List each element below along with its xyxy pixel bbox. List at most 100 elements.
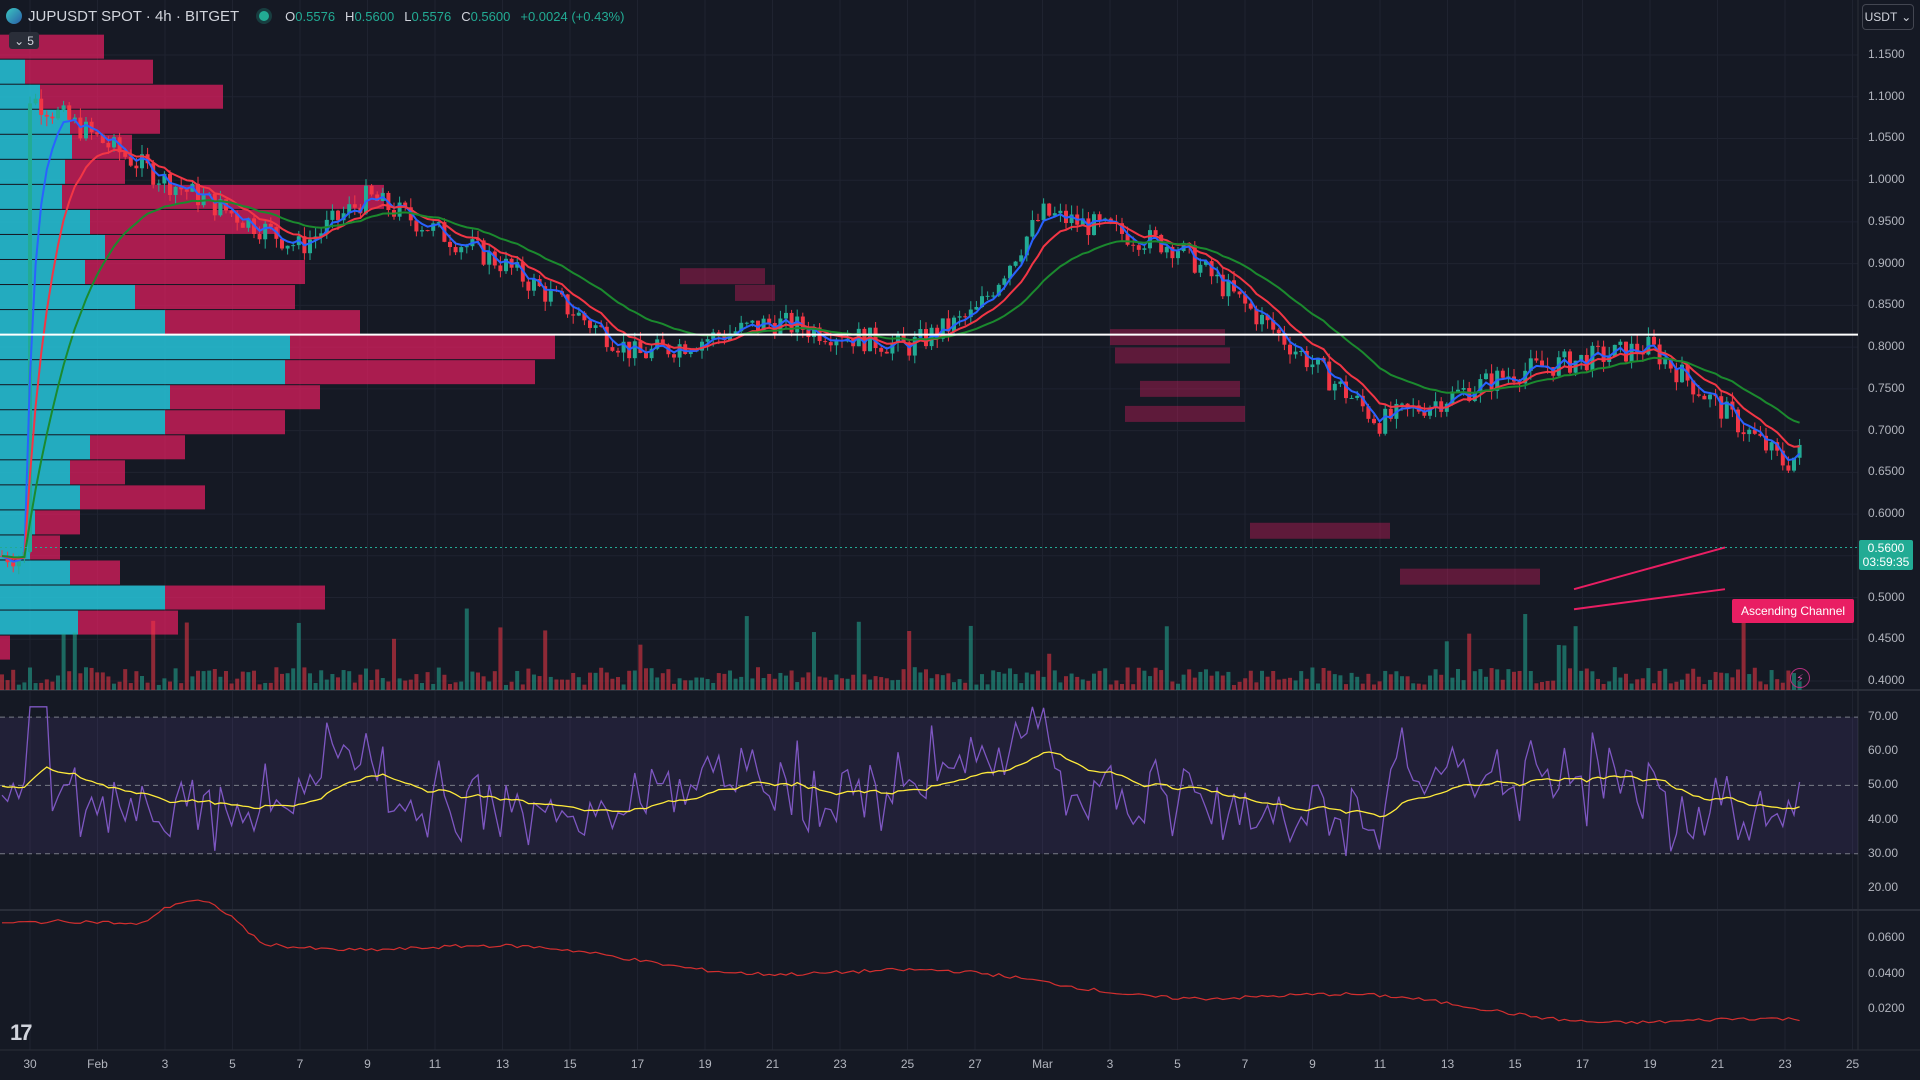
candle-body: [459, 247, 464, 253]
volume-bar: [991, 670, 996, 690]
time-tick-label: 11: [428, 1057, 442, 1071]
candle-body: [800, 316, 805, 330]
candle-body: [688, 351, 693, 354]
volume-bar: [1024, 672, 1029, 690]
volume-bar: [1383, 670, 1388, 690]
price-tick-label: 0.5000: [1868, 589, 1905, 604]
volume-bar: [296, 622, 301, 690]
candle-body: [599, 325, 604, 327]
time-tick-label: 9: [364, 1057, 371, 1071]
volume-bar: [134, 671, 139, 690]
volume-bar: [840, 678, 844, 690]
candle-body: [1176, 250, 1180, 259]
volume-bar: [61, 633, 66, 690]
volume-bar: [1674, 681, 1679, 690]
candle-body: [985, 295, 990, 297]
volume-bar: [711, 682, 716, 690]
symbol-header[interactable]: JUPUSDT SPOT · 4h · BITGET O0.5576 H0.56…: [6, 4, 624, 28]
volume-bar: [1724, 673, 1729, 690]
indicator-tick-label: 0.0200: [1868, 1001, 1905, 1016]
candle-body: [1439, 401, 1444, 412]
candle-body: [229, 210, 234, 214]
volume-bar: [946, 673, 951, 690]
candle-body: [565, 294, 570, 315]
volume-bar: [571, 672, 576, 690]
volume-bar: [28, 667, 32, 690]
candle-body: [1069, 214, 1074, 224]
volume-profile-bar: [70, 560, 120, 585]
volume-bar: [252, 670, 256, 690]
candle-body: [257, 234, 262, 240]
tradingview-logo-icon[interactable]: 17: [10, 1020, 33, 1045]
candle-body: [498, 265, 503, 272]
volume-bar: [218, 676, 223, 690]
candle-body: [1428, 407, 1432, 416]
volume-bar: [1590, 671, 1595, 690]
candle-body: [1657, 344, 1662, 365]
volume-bar: [168, 681, 172, 690]
ema-mid-line: [1, 148, 1800, 560]
volume-bar: [403, 680, 408, 690]
volume-bar: [1635, 679, 1640, 690]
volume-bar: [1209, 675, 1214, 690]
volume-bar: [1484, 676, 1488, 690]
volume-bar: [1439, 674, 1444, 690]
volume-bar: [985, 684, 990, 690]
ascending-channel-label[interactable]: Ascending Channel: [1732, 599, 1854, 623]
volume-bar: [576, 677, 581, 690]
volume-bar: [912, 667, 917, 690]
currency-select[interactable]: USDT ⌄: [1862, 4, 1914, 30]
candle-body: [240, 222, 245, 228]
volume-bar: [235, 678, 240, 690]
candle-body: [464, 246, 469, 248]
candle-body: [246, 218, 251, 228]
alert-bolt-icon[interactable]: ⚡: [1790, 668, 1810, 688]
candle-body: [1456, 389, 1460, 392]
volume-bar: [896, 679, 900, 690]
candle-body: [1724, 401, 1729, 419]
volume-profile-bar: [165, 310, 360, 335]
time-tick-label: 11: [1373, 1057, 1387, 1071]
candle-body: [733, 331, 738, 334]
volume-bar: [1450, 677, 1455, 690]
volume-bar: [106, 676, 111, 690]
candle-body: [431, 223, 436, 231]
volume-bar: [845, 678, 850, 690]
volume-bar: [1176, 683, 1180, 690]
volume-bar: [308, 673, 312, 690]
candle-body: [1002, 278, 1007, 285]
candle-body: [1019, 255, 1024, 262]
candle-body: [291, 245, 296, 247]
symbol-title[interactable]: JUPUSDT SPOT · 4h · BITGET: [28, 7, 240, 25]
volume-bar: [1164, 626, 1169, 690]
volume-profile-bar: [1250, 522, 1390, 539]
volume-bar: [1237, 681, 1242, 690]
volume-bar: [907, 630, 912, 690]
candle-body: [156, 183, 161, 185]
volume-profile-bar: [290, 335, 555, 360]
volume-bar: [319, 670, 324, 690]
volume-bar: [873, 676, 878, 690]
price-tick-label: 0.9500: [1868, 213, 1905, 228]
volume-bar: [1265, 676, 1270, 690]
candle-body: [705, 339, 710, 342]
indicator-toggle-button[interactable]: ⌄ 5: [9, 32, 39, 49]
time-tick-label: 17: [1575, 1057, 1590, 1071]
candle-body: [123, 152, 128, 157]
candle-body: [364, 185, 368, 214]
volume-bar: [1041, 676, 1046, 690]
time-tick-label: 7: [1241, 1057, 1249, 1071]
volume-bar: [1607, 681, 1612, 690]
volume-profile-bar: [0, 585, 165, 610]
volume-bar: [257, 684, 262, 690]
volume-bar: [1103, 668, 1108, 690]
volume-bar: [509, 681, 514, 690]
volume-bar: [890, 680, 895, 690]
volume-profile-bar: [0, 335, 290, 360]
volume-profile-bar: [0, 460, 70, 485]
candle-body: [184, 189, 189, 192]
candle-body: [1058, 210, 1063, 214]
price-tick-label: 1.0500: [1868, 130, 1905, 145]
ohlc-values: O0.5576 H0.5600 L0.5576 C0.5600 +0.0024 …: [285, 8, 625, 24]
